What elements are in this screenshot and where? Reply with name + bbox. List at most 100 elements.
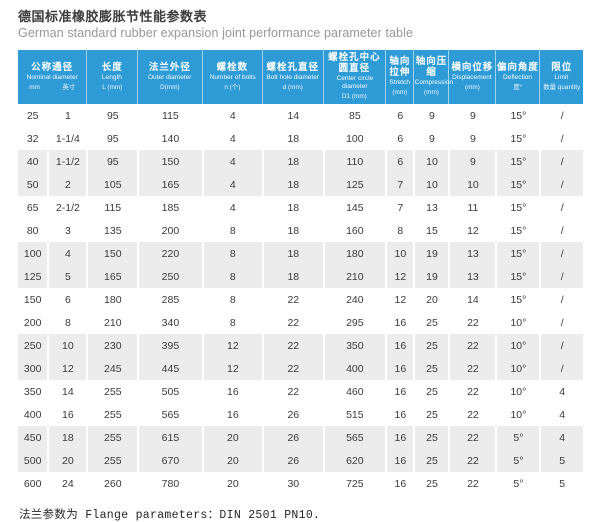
table-cell: 125 <box>322 173 386 196</box>
table-cell: 615 <box>137 426 202 449</box>
column-header: 长度 Length L (mm) <box>86 50 138 104</box>
table-row: 32 1-1/4 95 140 4 18 100 6 9 9 15° / <box>18 127 583 150</box>
table-cell: 15° <box>495 173 540 196</box>
table-row: 100 4 150 220 8 18 180 10 19 13 15° / <box>18 242 583 265</box>
table-cell: 245 <box>86 357 138 380</box>
table-cell: 8 <box>201 288 263 311</box>
table-row: 80 3 135 200 8 18 160 8 15 12 15° / <box>18 219 583 242</box>
table-cell: 500 <box>18 449 48 472</box>
table-header-row: 公称通径 Nominal diameter mm 英寸 长度 Length L (mm) 法兰… <box>18 50 583 104</box>
table-cell: / <box>539 242 583 265</box>
table-cell: 105 <box>86 173 138 196</box>
table-cell: 10 <box>413 173 449 196</box>
table-cell: 255 <box>86 449 138 472</box>
table-row: 450 18 255 615 20 26 565 16 25 22 5° 4 <box>18 426 583 449</box>
table-cell: 15° <box>495 127 540 150</box>
table-cell: / <box>539 104 583 127</box>
table-cell: 2 <box>47 173 87 196</box>
table-cell: 18 <box>262 219 323 242</box>
table-cell: 30 <box>262 472 323 495</box>
table-cell: 50 <box>18 173 48 196</box>
table-cell: 14 <box>47 380 87 403</box>
table-cell: 10 <box>448 173 496 196</box>
table-cell: 10° <box>495 311 540 334</box>
table-cell: 220 <box>137 242 202 265</box>
table-cell: / <box>539 265 583 288</box>
table-row: 600 24 260 780 20 30 725 16 25 22 5° 5 <box>18 472 583 495</box>
table-cell: 600 <box>18 472 48 495</box>
table-cell: 22 <box>262 334 323 357</box>
table-cell: 145 <box>322 196 386 219</box>
table-cell: 4 <box>201 173 263 196</box>
table-cell: 16 <box>385 357 414 380</box>
column-header: 轴向拉伸 Stretch (mm) <box>385 50 414 104</box>
table-cell: 26 <box>262 449 323 472</box>
table-cell: / <box>539 173 583 196</box>
table-cell: 10° <box>495 380 540 403</box>
table-cell: 14 <box>448 288 496 311</box>
table-cell: 18 <box>262 196 323 219</box>
table-cell: 65 <box>18 196 48 219</box>
table-cell: 15° <box>495 196 540 219</box>
table-cell: 395 <box>137 334 202 357</box>
table-cell: 10° <box>495 334 540 357</box>
table-cell: 22 <box>448 426 496 449</box>
table-cell: 40 <box>18 150 48 173</box>
table-cell: 255 <box>86 380 138 403</box>
table-cell: / <box>539 219 583 242</box>
table-cell: 25 <box>18 104 48 127</box>
table-cell: 300 <box>18 357 48 380</box>
table-row: 25 1 95 115 4 14 85 6 9 9 15° / <box>18 104 583 127</box>
table-cell: 18 <box>262 242 323 265</box>
page-title: 德国标准橡胶膨胀节性能参数表 <box>18 9 208 24</box>
table-row: 50 2 105 165 4 18 125 7 10 10 15° / <box>18 173 583 196</box>
table-cell: 22 <box>262 357 323 380</box>
table-cell: 16 <box>385 403 414 426</box>
table-cell: 25 <box>413 449 449 472</box>
table-cell: 1 <box>47 104 87 127</box>
table-cell: 4 <box>539 380 583 403</box>
table-cell: 110 <box>322 150 386 173</box>
table-cell: 200 <box>18 311 48 334</box>
table-cell: 200 <box>137 219 202 242</box>
column-header: 螺栓孔直径 Bolt hole diameter d (mm) <box>262 50 323 104</box>
column-header: 横向位移 Displacement (mm) <box>448 50 496 104</box>
table-cell: 25 <box>413 403 449 426</box>
table-cell: 5° <box>495 426 540 449</box>
table-cell: 26 <box>262 403 323 426</box>
table-cell: 150 <box>86 242 138 265</box>
table-cell: 16 <box>385 472 414 495</box>
table-cell: 5 <box>47 265 87 288</box>
table-cell: 3 <box>47 219 87 242</box>
table-cell: 18 <box>262 150 323 173</box>
table-cell: 350 <box>18 380 48 403</box>
table-cell: 16 <box>385 426 414 449</box>
table-cell: 25 <box>413 334 449 357</box>
table-cell: 8 <box>201 265 263 288</box>
table-cell: 18 <box>262 127 323 150</box>
table-cell: 12 <box>448 219 496 242</box>
table-cell: 19 <box>413 265 449 288</box>
table-row: 40 1-1/2 95 150 4 18 110 6 10 9 15° / <box>18 150 583 173</box>
table-row: 300 12 245 445 12 22 400 16 25 22 10° / <box>18 357 583 380</box>
table-cell: 100 <box>18 242 48 265</box>
table-cell: 725 <box>322 472 386 495</box>
table-cell: 240 <box>322 288 386 311</box>
table-cell: 11 <box>448 196 496 219</box>
table-cell: 8 <box>201 242 263 265</box>
table-cell: / <box>539 311 583 334</box>
table-cell: 22 <box>448 311 496 334</box>
table-cell: 780 <box>137 472 202 495</box>
table-cell: 6 <box>385 150 414 173</box>
table-cell: 460 <box>322 380 386 403</box>
table-cell: 22 <box>262 380 323 403</box>
table-cell: 16 <box>201 380 263 403</box>
table-cell: 15° <box>495 219 540 242</box>
table-cell: 5° <box>495 449 540 472</box>
table-row: 125 5 165 250 8 18 210 12 19 13 15° / <box>18 265 583 288</box>
table-cell: 100 <box>322 127 386 150</box>
table-cell: 80 <box>18 219 48 242</box>
table-cell: 400 <box>322 357 386 380</box>
table-cell: 505 <box>137 380 202 403</box>
